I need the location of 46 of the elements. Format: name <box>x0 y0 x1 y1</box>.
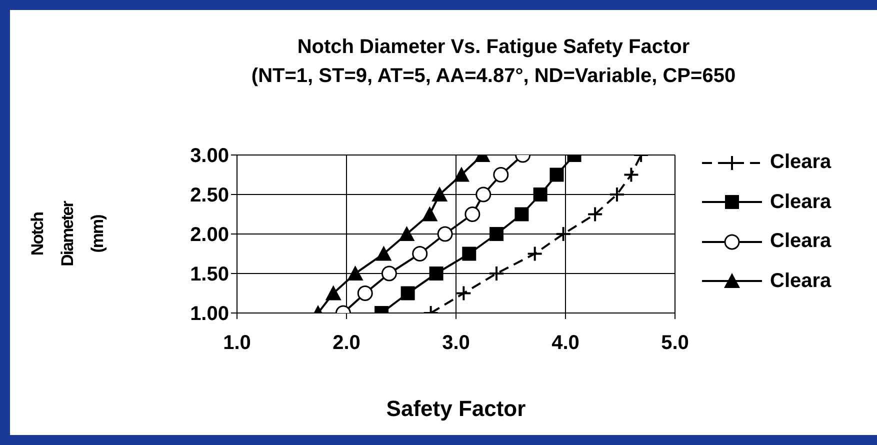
point <box>555 226 572 242</box>
legend-label: Cleara <box>770 151 832 174</box>
x-axis-title: Safety Factor <box>385 396 527 422</box>
point <box>437 226 453 242</box>
legend-label: Cleara <box>770 230 832 254</box>
chart-title: Notch Diameter Vs. Fatigue Safety Factor <box>296 36 691 59</box>
point <box>429 266 444 280</box>
y-tick-label: 3.00 <box>190 145 229 168</box>
x-tick-label: 3.0 <box>442 332 470 354</box>
point <box>398 226 415 241</box>
point <box>526 246 543 262</box>
x-tick-label: 1.0 <box>223 332 251 354</box>
point <box>490 227 504 241</box>
y-tick-label: 2.50 <box>190 184 229 207</box>
point <box>608 186 625 202</box>
x-tick-label: 5.0 <box>661 332 689 354</box>
point <box>432 186 448 202</box>
point <box>453 166 470 182</box>
point <box>456 285 472 302</box>
y-tick-label: 2.00 <box>190 224 229 246</box>
point <box>412 246 428 262</box>
point <box>514 207 529 222</box>
point <box>381 266 397 282</box>
point <box>400 286 415 300</box>
y-axis-title: Notch Diameter (mm) <box>27 200 108 268</box>
point <box>493 167 509 182</box>
point <box>464 206 480 222</box>
point <box>476 186 492 202</box>
legend-label: Cleara <box>770 190 832 214</box>
x-tick-label: 2.0 <box>332 332 360 354</box>
point <box>587 206 604 222</box>
point <box>325 285 342 300</box>
point <box>533 188 548 202</box>
legend-label: Cleara <box>770 270 832 293</box>
point <box>488 266 505 282</box>
point <box>357 286 373 301</box>
chart-subtitle: (NT=1, ST=9, AT=5, AA=4.87°, ND=Variable, CP=650 <box>250 65 737 88</box>
point <box>462 246 476 261</box>
y-tick-label: 1.50 <box>190 264 229 286</box>
point <box>550 168 564 182</box>
point <box>422 206 438 222</box>
point <box>376 246 392 261</box>
x-tick-label: 4.0 <box>552 332 580 354</box>
point <box>623 166 640 183</box>
point <box>347 266 364 280</box>
y-tick-label: 1.00 <box>190 303 229 326</box>
